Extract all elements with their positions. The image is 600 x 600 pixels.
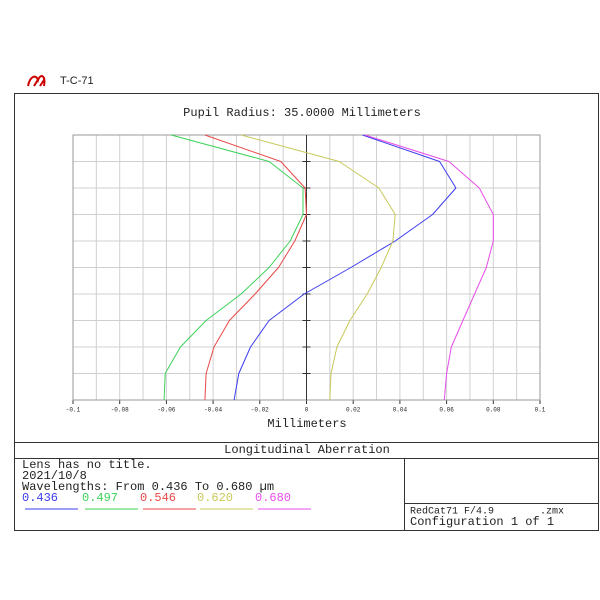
file-ext: .zmx bbox=[540, 507, 564, 518]
config: Configuration 1 of 1 bbox=[410, 515, 554, 529]
frame bbox=[14, 93, 599, 531]
aberration-curve bbox=[163, 134, 304, 401]
x-tick-label: 0.06 bbox=[439, 407, 454, 414]
aberration-curve bbox=[240, 134, 396, 401]
x-tick-label: -0.04 bbox=[204, 407, 222, 414]
x-tick-label: -0.02 bbox=[251, 407, 269, 414]
chart-title: Pupil Radius: 35.0000 Millimeters bbox=[183, 106, 421, 120]
x-tick-label: -0.08 bbox=[111, 407, 129, 414]
footer-line: 2021/10/8 bbox=[22, 469, 87, 483]
x-tick-label: -0.06 bbox=[157, 407, 175, 414]
footer-line: Lens has no title. bbox=[22, 458, 152, 472]
x-tick-label: 0.02 bbox=[346, 407, 361, 414]
legend-label: 0.436 bbox=[22, 491, 58, 505]
plot-name: Longitudinal Aberration bbox=[224, 443, 390, 457]
x-tick-label: 0.04 bbox=[393, 407, 408, 414]
logo: T-C-71 bbox=[27, 75, 94, 87]
aberration-curve bbox=[364, 134, 494, 401]
legend-label: 0.620 bbox=[197, 491, 233, 505]
logo-text: T-C-71 bbox=[60, 75, 94, 87]
x-tick-label: 0.1 bbox=[535, 407, 546, 414]
x-tick-label: 0.08 bbox=[486, 407, 501, 414]
x-tick-label: 0 bbox=[305, 407, 309, 414]
footer-line: Wavelengths: From 0.436 To 0.680 µm bbox=[22, 480, 274, 494]
aberration-curve bbox=[204, 134, 307, 401]
x-tick-label: -0.1 bbox=[66, 407, 81, 414]
file-name: RedCat71 F/4.9 bbox=[410, 506, 494, 518]
legend-label: 0.546 bbox=[140, 491, 176, 505]
legend-label: 0.497 bbox=[82, 491, 118, 505]
x-axis-label: Millimeters bbox=[267, 417, 346, 431]
legend-label: 0.680 bbox=[255, 491, 291, 505]
logo-icon bbox=[27, 75, 46, 87]
aberration-curve bbox=[233, 134, 457, 401]
